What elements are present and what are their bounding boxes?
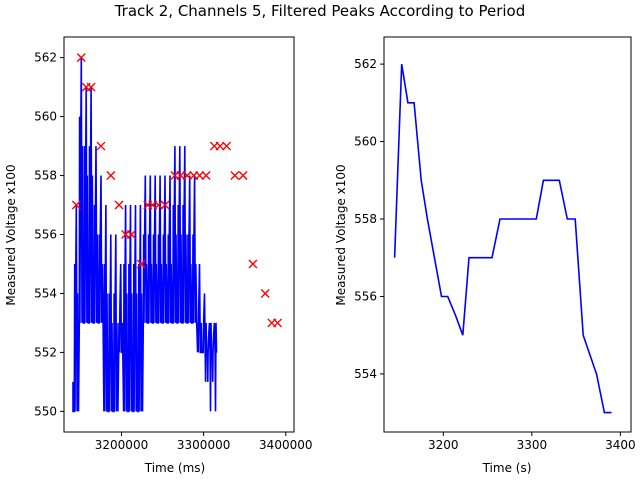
- left-y-axis-label: Measured Voltage x100: [4, 164, 18, 305]
- peak-marker: [201, 171, 211, 181]
- peak-marker: [106, 171, 116, 181]
- right-y-axis-label: Measured Voltage x100: [334, 164, 348, 305]
- left-y-tick-label: 556: [34, 228, 57, 242]
- peak-marker: [136, 259, 146, 269]
- right-x-tick-label: 3400: [605, 438, 636, 452]
- peak-marker: [176, 171, 186, 181]
- left-x-ticks: 3200000 3300000 3400000: [95, 432, 313, 452]
- left-y-tick-label: 550: [34, 404, 57, 418]
- left-x-tick-label: 3400000: [259, 438, 312, 452]
- right-x-tick-label: 3300: [517, 438, 548, 452]
- right-y-tick-label: 562: [354, 57, 377, 71]
- peak-marker: [126, 230, 136, 239]
- left-y-tick-label: 560: [34, 110, 57, 124]
- peak-marker: [86, 82, 96, 92]
- left-x-tick-label: 3200000: [95, 438, 148, 452]
- right-y-tick-label: 554: [354, 367, 377, 381]
- left-x-axis-label: Time (ms): [144, 461, 206, 475]
- peak-marker: [222, 141, 232, 151]
- left-y-tick-label: 552: [34, 345, 57, 359]
- left-y-tick-label: 562: [34, 51, 57, 65]
- peak-marker: [248, 259, 258, 269]
- peak-marker: [273, 318, 283, 328]
- peak-marker: [260, 288, 270, 298]
- right-y-ticks: 554 556 558 560 562: [354, 57, 384, 381]
- peak-marker: [76, 53, 86, 63]
- left-chart: 3200000 3300000 3400000 550 552 554 556 558 560…: [4, 36, 313, 475]
- peak-marker: [238, 171, 248, 181]
- peak-marker: [153, 200, 163, 210]
- left-y-ticks: 550 552 554 556 558 560 562: [34, 51, 64, 418]
- right-y-tick-label: 558: [354, 212, 377, 226]
- peak-marker: [160, 200, 170, 210]
- right-chart-frame: [383, 36, 632, 433]
- peak-marker: [96, 141, 106, 151]
- peak-marker: [195, 171, 205, 181]
- left-chart-marks: [71, 53, 283, 413]
- right-x-tick-label: 3200: [428, 438, 459, 452]
- peak-marker: [114, 200, 124, 210]
- peak-marker: [71, 200, 81, 210]
- peak-marker: [182, 171, 192, 181]
- left-voltage-line: [72, 57, 218, 413]
- right-chart: 3200 3300 3400 554 556 558 560 562 Time (s) Me…: [334, 36, 636, 475]
- peak-marker: [215, 141, 225, 151]
- figure-title: Track 2, Channels 5, Filtered Peaks Acco…: [114, 2, 526, 20]
- left-y-tick-label: 558: [34, 169, 57, 183]
- right-voltage-line: [393, 63, 612, 414]
- left-chart-frame: [63, 36, 295, 433]
- peak-marker: [230, 171, 240, 181]
- left-x-tick-label: 3300000: [177, 438, 230, 452]
- right-y-tick-label: 556: [354, 289, 377, 303]
- right-y-tick-label: 560: [354, 135, 377, 149]
- right-chart-marks: [393, 63, 612, 414]
- right-x-axis-label: Time (s): [482, 461, 532, 475]
- right-x-ticks: 3200 3300 3400: [428, 432, 636, 452]
- left-y-tick-label: 554: [34, 286, 57, 300]
